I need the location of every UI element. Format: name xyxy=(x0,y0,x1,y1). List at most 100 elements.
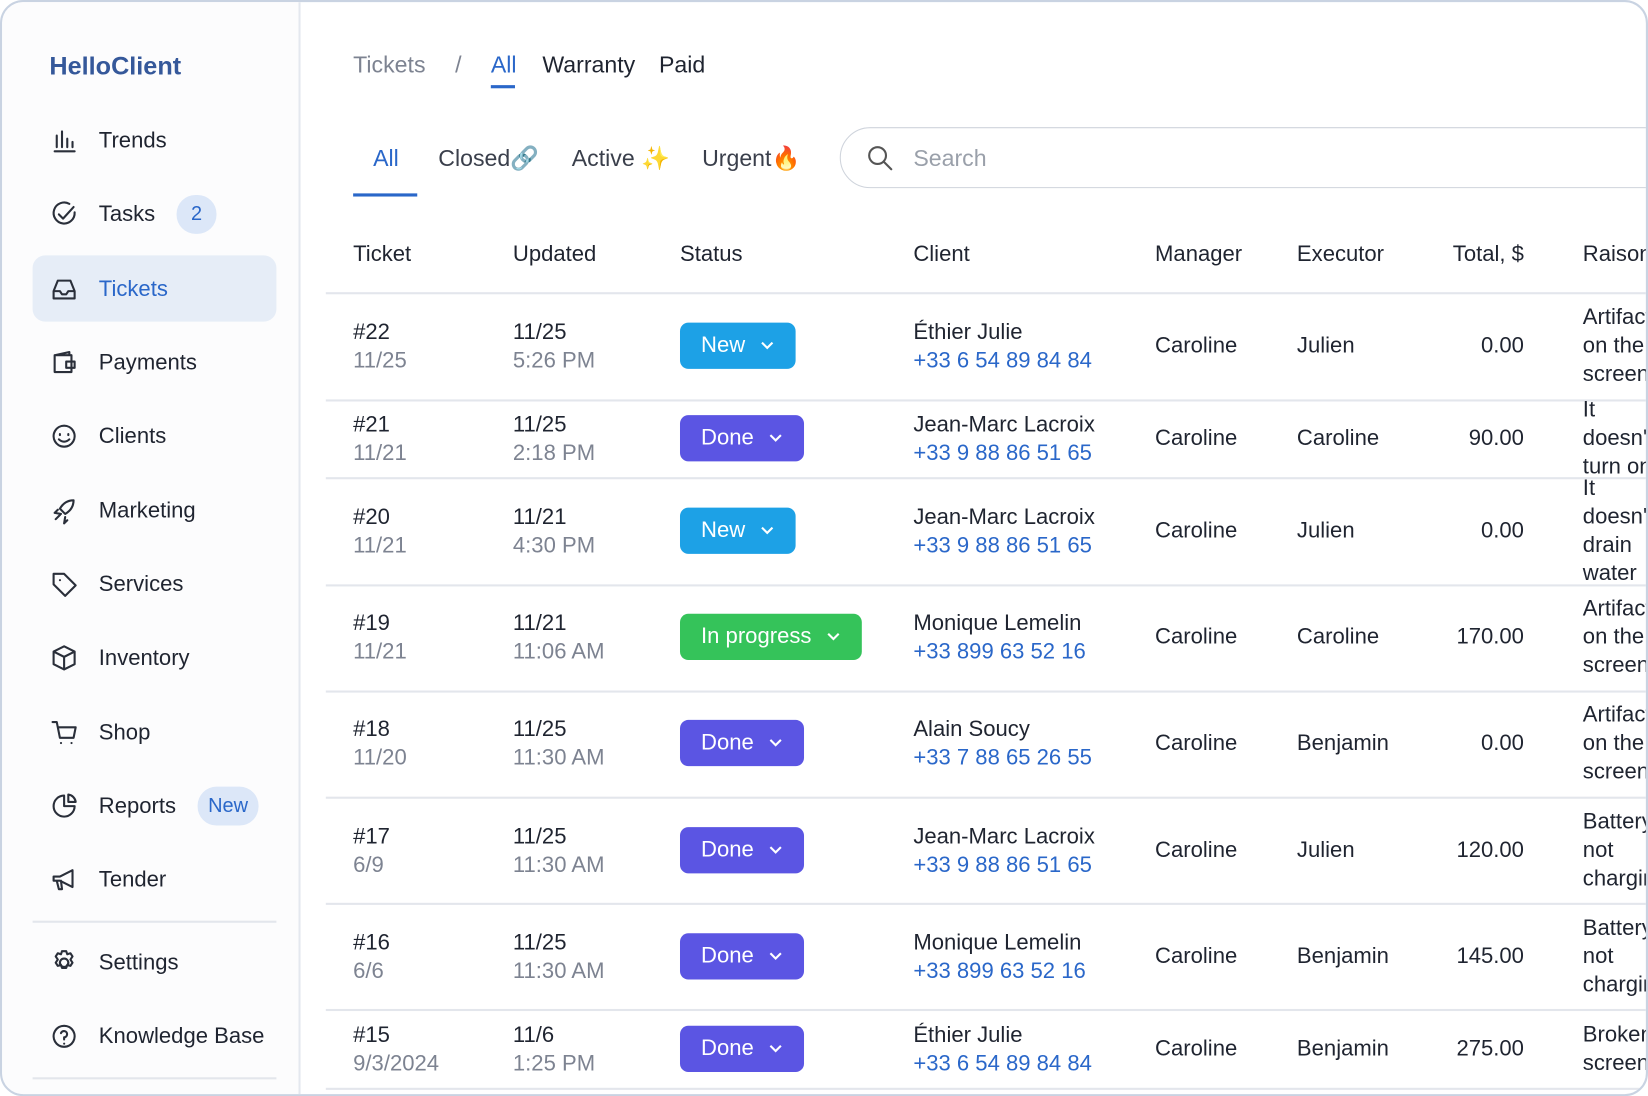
ticket-date: 9/3/2024 xyxy=(353,1051,440,1076)
nav-item[interactable]: Inventory xyxy=(98,645,190,671)
client-name: Monique Lemelin xyxy=(913,611,1082,636)
executor: Benjamin xyxy=(1296,730,1389,756)
total: 145.00 xyxy=(1456,944,1524,969)
client-name: Jean-Marc Lacroix xyxy=(913,824,1095,849)
ticket-date: 11/21 xyxy=(353,639,407,664)
reason: Broken screen xyxy=(1582,1022,1648,1076)
executor: Julien xyxy=(1296,333,1355,358)
nav-item[interactable]: Services xyxy=(98,572,184,597)
nav-icon xyxy=(52,424,76,448)
chevron xyxy=(769,846,782,854)
client-phone[interactable]: +33 6 54 89 84 84 xyxy=(913,348,1092,373)
updated-time: 4:30 PM xyxy=(512,533,596,558)
nav-item[interactable]: Knowledge Base xyxy=(98,1024,265,1049)
status-button[interactable]: Done xyxy=(679,719,805,767)
breadcrumb-underline xyxy=(490,85,515,89)
nav-item[interactable]: Reports xyxy=(98,794,177,819)
nav-icon xyxy=(51,720,77,745)
client-name: Éthier Julie xyxy=(913,1023,1023,1048)
reason: It doesn't drain water xyxy=(1582,476,1648,586)
tab[interactable]: Active ✨ xyxy=(571,145,670,172)
tab[interactable]: All xyxy=(373,145,399,172)
client-phone[interactable]: +33 9 88 86 51 65 xyxy=(913,852,1092,878)
tab[interactable]: Urgent🔥 xyxy=(702,145,801,172)
row-divider xyxy=(325,1087,1646,1090)
status-label: Done xyxy=(701,943,754,968)
reason: Battery not charging xyxy=(1582,915,1648,997)
client-name: Éthier Julie xyxy=(913,320,1023,345)
chevron xyxy=(761,341,774,350)
status-label: New xyxy=(701,333,746,358)
nav-item[interactable]: Shop xyxy=(98,720,151,745)
row-divider xyxy=(325,477,1646,479)
nav-icon xyxy=(52,869,74,891)
column-header: Executor xyxy=(1296,242,1385,267)
row-divider xyxy=(325,584,1646,586)
row-divider xyxy=(325,902,1646,905)
nav-item[interactable]: Tasks xyxy=(98,202,156,227)
client-phone[interactable]: +33 899 63 52 16 xyxy=(913,639,1086,664)
client-phone[interactable]: +33 899 63 52 16 xyxy=(913,959,1086,984)
nav-item[interactable]: Trends xyxy=(98,128,167,153)
status-button[interactable]: Done xyxy=(679,415,805,462)
column-header: Status xyxy=(679,242,743,267)
reason: It doesn't turn on xyxy=(1582,397,1648,479)
status-button[interactable]: Done xyxy=(679,1025,805,1073)
nav-icon xyxy=(53,351,76,374)
updated-date: 11/6 xyxy=(512,1023,555,1048)
status-label: New xyxy=(701,518,746,543)
nav-icon xyxy=(52,201,76,225)
status-button[interactable]: In progress xyxy=(679,613,862,661)
sidebar: HelloClient Trends Tasks 2 Tickets Payments C… xyxy=(2,2,301,1095)
client-phone[interactable]: +33 9 88 86 51 65 xyxy=(913,440,1092,466)
total: 275.00 xyxy=(1456,1036,1524,1061)
ticket-number: #20 xyxy=(353,505,390,530)
nav-item[interactable]: Clients xyxy=(98,424,167,449)
nav-item[interactable]: Marketing xyxy=(98,498,196,523)
ticket-number: #21 xyxy=(353,412,390,437)
client-phone[interactable]: +33 9 88 86 51 65 xyxy=(913,533,1092,558)
manager: Caroline xyxy=(1155,518,1238,543)
status-button[interactable]: Done xyxy=(679,933,805,980)
reason: Artifacts on the screen xyxy=(1582,596,1648,678)
nav-badge: New xyxy=(197,786,259,826)
updated-time: 11:30 AM xyxy=(512,852,605,878)
updated-date: 11/25 xyxy=(512,717,567,742)
status-button[interactable]: New xyxy=(679,322,796,369)
breadcrumb-item[interactable]: All xyxy=(490,51,517,78)
row-divider xyxy=(325,399,1646,401)
tab[interactable]: Closed🔗 xyxy=(438,145,540,172)
divider xyxy=(32,920,277,923)
updated-date: 11/21 xyxy=(512,611,567,636)
nav-item[interactable]: Settings xyxy=(98,950,179,975)
nav-icon xyxy=(53,499,75,525)
nav-item[interactable]: Tender xyxy=(98,867,167,892)
breadcrumb-root[interactable]: Tickets xyxy=(353,51,426,78)
ticket-date: 11/25 xyxy=(353,348,407,373)
search-placeholder[interactable]: Search xyxy=(913,145,987,172)
breadcrumb-item[interactable]: Warranty xyxy=(542,51,636,78)
breadcrumb-item[interactable]: Paid xyxy=(658,51,706,78)
nav-item[interactable]: Tickets xyxy=(98,276,168,302)
updated-time: 5:26 PM xyxy=(512,348,596,373)
ticket-number: #18 xyxy=(353,717,390,742)
status-button[interactable]: New xyxy=(679,507,796,554)
total: 0.00 xyxy=(1480,518,1524,543)
updated-time: 11:30 AM xyxy=(512,745,605,770)
row-divider xyxy=(325,796,1646,799)
column-header: Ticket xyxy=(353,242,412,267)
chevron xyxy=(769,739,782,747)
brand: HelloClient xyxy=(49,52,182,81)
search-box[interactable] xyxy=(839,127,1646,189)
manager: Caroline xyxy=(1155,944,1238,969)
total: 120.00 xyxy=(1456,838,1524,863)
client-phone[interactable]: +33 6 54 89 84 84 xyxy=(913,1051,1092,1076)
divider xyxy=(32,1077,277,1079)
nav-icon xyxy=(52,793,77,818)
client-phone[interactable]: +33 7 88 65 26 55 xyxy=(913,745,1092,770)
client-name: Monique Lemelin xyxy=(913,930,1082,955)
status-button[interactable]: Done xyxy=(679,827,805,874)
nav-item[interactable]: Payments xyxy=(98,350,197,375)
manager: Caroline xyxy=(1155,333,1238,358)
updated-time: 11:06 AM xyxy=(512,639,605,664)
